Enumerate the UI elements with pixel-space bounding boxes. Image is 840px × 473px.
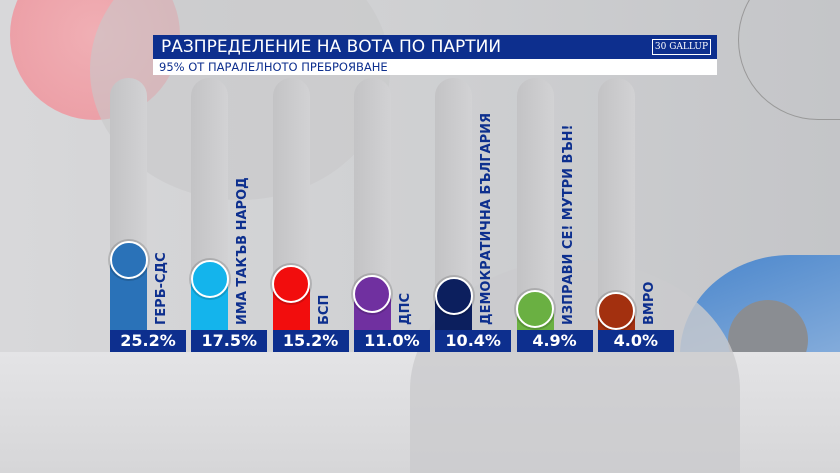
bar-marker	[272, 265, 311, 304]
decor-ring	[738, 0, 840, 120]
value-label: 17.5%	[191, 330, 268, 352]
bar-marker	[597, 292, 636, 330]
chart-title: РАЗПРЕДЕЛЕНИЕ НА ВОТА ПО ПАРТИИ 30 GALLUP	[153, 35, 717, 59]
bar-track	[597, 78, 635, 330]
party-label: ДПС	[397, 293, 413, 325]
gallup-logo: 30 GALLUP	[651, 39, 711, 55]
bar-marker	[190, 259, 229, 298]
value-label: 4.0%	[597, 330, 674, 352]
bar-track	[516, 78, 554, 330]
party-label: БСП	[316, 294, 332, 325]
party-label: ИЗПРАВИ СЕ! МУТРИ ВЪН!	[560, 124, 576, 325]
chart-subtitle: 95% ОТ ПАРАЛЕЛНОТО ПРЕБРОЯВАНЕ	[153, 59, 717, 75]
party-label: ВМРО	[641, 281, 657, 325]
bar-marker	[516, 289, 554, 328]
chart-header: РАЗПРЕДЕЛЕНИЕ НА ВОТА ПО ПАРТИИ 30 GALLUP…	[153, 35, 717, 75]
value-label: 10.4%	[435, 330, 512, 352]
value-label: 15.2%	[272, 330, 349, 352]
bar-marker	[109, 241, 148, 280]
bar-marker	[353, 275, 392, 314]
party-label: ИМА ТАКЪВ НАРОД	[235, 177, 251, 325]
party-label: ДЕМОКРАТИЧНА БЪЛГАРИЯ	[479, 112, 495, 325]
value-label: 4.9%	[516, 330, 593, 352]
value-label: 11.0%	[353, 330, 430, 352]
value-label: 25.2%	[110, 330, 186, 352]
party-label: ГЕРБ-СДС	[154, 252, 169, 325]
bar-marker	[434, 276, 473, 315]
